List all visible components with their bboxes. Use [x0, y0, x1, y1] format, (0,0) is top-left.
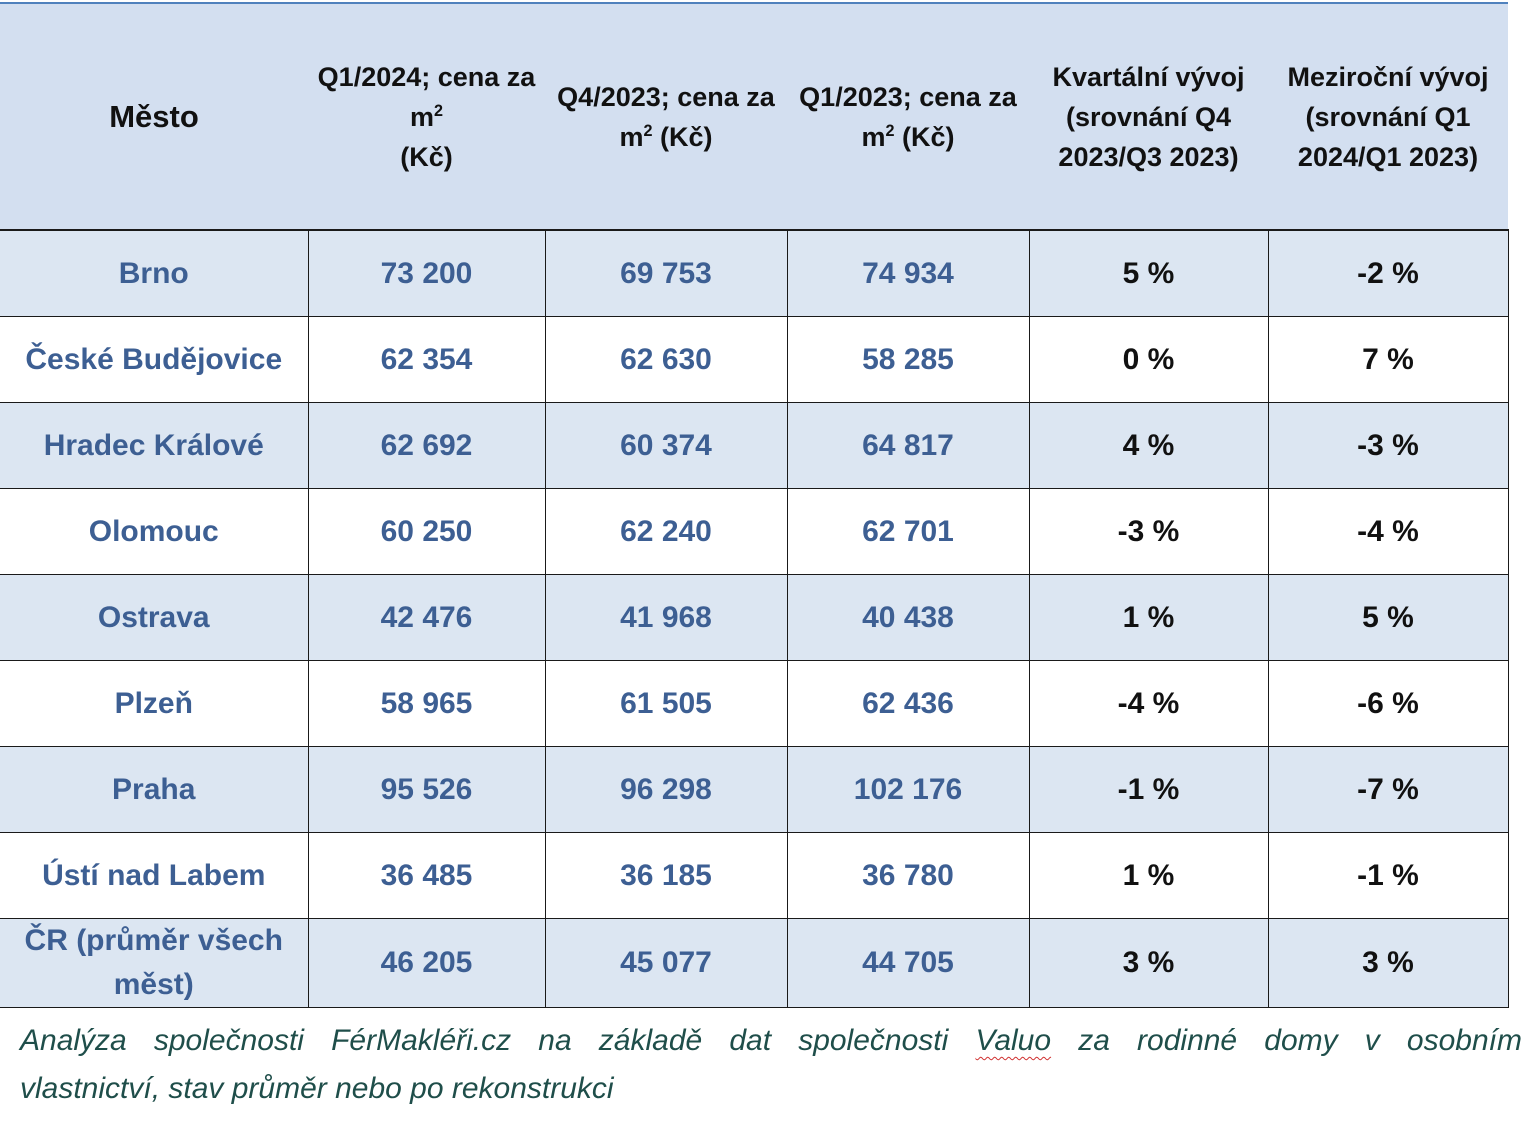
quarterly-change-cell: 3 %	[1028, 918, 1269, 1008]
yearly-change-cell: -3 %	[1267, 402, 1509, 489]
q1-2023-cell: 102 176	[786, 746, 1030, 833]
table-row: Ústí nad Labem 36 485 36 185 36 780 1 % …	[0, 832, 1509, 919]
yearly-change-cell: 7 %	[1267, 316, 1509, 403]
table-row: Ostrava 42 476 41 968 40 438 1 % 5 %	[0, 574, 1509, 661]
city-cell: Brno	[0, 230, 309, 317]
q1-2024-cell: 42 476	[307, 574, 546, 661]
spellcheck-marked-word: Valuo	[975, 1024, 1052, 1057]
header-q4-2023: Q4/2023; cena za m2 (Kč)	[545, 4, 787, 231]
q1-2023-cell: 64 817	[786, 402, 1030, 489]
header-quarterly-change: Kvartální vývoj (srovnání Q4 2023/Q3 202…	[1029, 4, 1268, 231]
quarterly-change-cell: -4 %	[1028, 660, 1269, 747]
price-table: Město Q1/2024; cena za m2 (Kč) Q4/2023; c…	[0, 4, 1509, 1008]
yearly-change-cell: 3 %	[1267, 918, 1509, 1008]
city-cell: Plzeň	[0, 660, 309, 747]
quarterly-change-cell: 0 %	[1028, 316, 1269, 403]
q1-2024-cell: 73 200	[307, 230, 546, 317]
yearly-change-cell: -2 %	[1267, 230, 1509, 317]
header-city: Město	[0, 4, 308, 231]
table-row: Olomouc 60 250 62 240 62 701 -3 % -4 %	[0, 488, 1509, 575]
q1-2024-cell: 36 485	[307, 832, 546, 919]
q1-2024-cell: 60 250	[307, 488, 546, 575]
q4-2023-cell: 36 185	[544, 832, 788, 919]
quarterly-change-cell: 1 %	[1028, 832, 1269, 919]
q4-2023-cell: 61 505	[544, 660, 788, 747]
q4-2023-cell: 60 374	[544, 402, 788, 489]
yearly-change-cell: -1 %	[1267, 832, 1509, 919]
header-q1-2024: Q1/2024; cena za m2 (Kč)	[308, 4, 545, 231]
q1-2023-cell: 58 285	[786, 316, 1030, 403]
yearly-change-cell: -4 %	[1267, 488, 1509, 575]
city-cell: České Budějovice	[0, 316, 309, 403]
header-row: Město Q1/2024; cena za m2 (Kč) Q4/2023; c…	[0, 4, 1508, 231]
q4-2023-cell: 62 240	[544, 488, 788, 575]
city-cell: ČR (průměr všech měst)	[0, 918, 309, 1008]
quarterly-change-cell: -1 %	[1028, 746, 1269, 833]
table-row: Brno 73 200 69 753 74 934 5 % -2 %	[0, 230, 1509, 317]
q1-2023-cell: 62 436	[786, 660, 1030, 747]
source-note-line-2: vlastnictví, stav průměr nebo po rekonst…	[20, 1072, 614, 1105]
yearly-change-cell: -7 %	[1267, 746, 1509, 833]
city-cell: Praha	[0, 746, 309, 833]
q1-2023-cell: 36 780	[786, 832, 1030, 919]
table-row: Praha 95 526 96 298 102 176 -1 % -7 %	[0, 746, 1509, 833]
source-note: Analýza společnosti FérMakléři.cz na zák…	[20, 1017, 1522, 1113]
q1-2023-cell: 62 701	[786, 488, 1030, 575]
city-cell: Ústí nad Labem	[0, 832, 309, 919]
q4-2023-cell: 69 753	[544, 230, 788, 317]
table-row-total: ČR (průměr všech měst) 46 205 45 077 44 …	[0, 918, 1509, 1008]
table-row: České Budějovice 62 354 62 630 58 285 0 …	[0, 316, 1509, 403]
city-cell: Olomouc	[0, 488, 309, 575]
city-cell: Hradec Králové	[0, 402, 309, 489]
q1-2023-cell: 74 934	[786, 230, 1030, 317]
table-top-rule	[0, 2, 1508, 4]
q4-2023-cell: 41 968	[544, 574, 788, 661]
q1-2024-cell: 62 354	[307, 316, 546, 403]
q1-2024-cell: 95 526	[307, 746, 546, 833]
q1-2024-cell: 46 205	[307, 918, 546, 1008]
q1-2023-cell: 44 705	[786, 918, 1030, 1008]
source-note-line-1: Analýza společnosti FérMakléři.cz na zák…	[20, 1024, 1522, 1057]
q4-2023-cell: 45 077	[544, 918, 788, 1008]
yearly-change-cell: 5 %	[1267, 574, 1509, 661]
q4-2023-cell: 96 298	[544, 746, 788, 833]
header-yearly-change: Meziroční vývoj (srovnání Q1 2024/Q1 202…	[1268, 4, 1508, 231]
quarterly-change-cell: 4 %	[1028, 402, 1269, 489]
q1-2023-cell: 40 438	[786, 574, 1030, 661]
city-cell: Ostrava	[0, 574, 309, 661]
table-header: Město Q1/2024; cena za m2 (Kč) Q4/2023; c…	[0, 4, 1508, 231]
quarterly-change-cell: -3 %	[1028, 488, 1269, 575]
q1-2024-cell: 62 692	[307, 402, 546, 489]
table-row: Plzeň 58 965 61 505 62 436 -4 % -6 %	[0, 660, 1509, 747]
table-body: Brno 73 200 69 753 74 934 5 % -2 % České…	[0, 230, 1509, 1008]
table-row: Hradec Králové 62 692 60 374 64 817 4 % …	[0, 402, 1509, 489]
q1-2024-cell: 58 965	[307, 660, 546, 747]
yearly-change-cell: -6 %	[1267, 660, 1509, 747]
quarterly-change-cell: 1 %	[1028, 574, 1269, 661]
header-q1-2023: Q1/2023; cena za m2 (Kč)	[787, 4, 1029, 231]
quarterly-change-cell: 5 %	[1028, 230, 1269, 317]
q4-2023-cell: 62 630	[544, 316, 788, 403]
